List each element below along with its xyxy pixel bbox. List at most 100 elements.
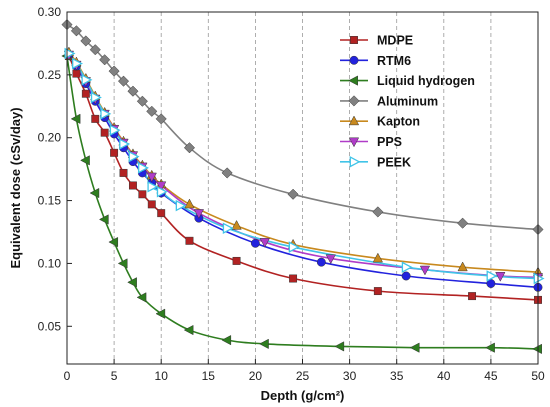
data-point-liquid-hydrogen (532, 343, 542, 355)
data-point-kapton (372, 252, 383, 263)
data-point-mdpe (128, 181, 137, 190)
x-tick-label: 0 (64, 369, 71, 383)
data-point-peek (100, 108, 112, 120)
x-tick-label: 10 (155, 369, 169, 383)
legend-marker-aluminum (348, 95, 360, 107)
data-point-aluminum (136, 95, 148, 107)
legend-marker-kapton (348, 115, 360, 126)
data-point-liquid-hydrogen (409, 342, 420, 353)
data-point-mdpe (157, 209, 166, 218)
data-point-pps (325, 254, 336, 265)
data-point-peek (109, 124, 121, 136)
data-point-rtm6 (250, 238, 260, 248)
data-point-aluminum (146, 105, 158, 117)
data-point-mdpe (373, 287, 382, 296)
data-point-aluminum (183, 142, 196, 154)
axis-ticks: 0 5 10 15 20 25 30 35 40 45 50 0.05 0.10 0.15 0.20 0.25… (38, 5, 545, 383)
data-point-liquid-hydrogen (70, 113, 81, 124)
data-point-liquid-hydrogen (98, 214, 109, 225)
data-point-rtm6 (401, 271, 411, 281)
data-point-liquid-hydrogen (259, 338, 269, 350)
data-point-mdpe (147, 200, 156, 209)
data-point-kapton (184, 198, 195, 209)
data-point-peek (175, 199, 187, 212)
legend-label-rtm6: RTM6 (377, 54, 411, 68)
data-point-mdpe (185, 236, 194, 245)
x-tick-label: 20 (249, 369, 263, 383)
legend-marker-pps (348, 137, 360, 148)
data-point-aluminum (457, 217, 469, 229)
legend-label-pps: PPS (377, 135, 402, 149)
x-tick-label: 45 (484, 369, 498, 383)
data-point-mdpe (232, 256, 241, 265)
data-point-peek (128, 150, 140, 163)
data-point-aluminum (117, 75, 130, 87)
y-tick-label: 0.20 (38, 131, 62, 145)
series-line-mdpe (68, 55, 539, 301)
data-point-aluminum (287, 188, 299, 200)
data-point-pps (419, 265, 431, 276)
data-point-peek (156, 185, 168, 198)
data-point-aluminum (221, 167, 233, 179)
data-point-liquid-hydrogen (117, 258, 128, 269)
data-point-liquid-hydrogen (183, 324, 194, 336)
legend-marker-rtm6 (349, 55, 359, 65)
data-point-aluminum (89, 44, 101, 56)
x-tick-label: 25 (296, 369, 310, 383)
data-point-mdpe (100, 128, 109, 137)
data-point-liquid-hydrogen (334, 341, 345, 352)
data-point-pps (495, 272, 506, 282)
data-point-aluminum (127, 85, 139, 97)
data-point-peek (401, 261, 413, 273)
legend-label-peek: PEEK (377, 155, 411, 169)
data-point-kapton (231, 219, 242, 230)
data-point-aluminum (108, 65, 120, 77)
data-point-liquid-hydrogen (221, 334, 232, 346)
data-point-mdpe (138, 190, 147, 199)
data-point-liquid-hydrogen (108, 236, 119, 248)
data-point-aluminum (99, 54, 111, 66)
y-tick-label: 0.30 (38, 5, 62, 19)
data-point-liquid-hydrogen (89, 187, 100, 199)
data-point-aluminum (80, 35, 92, 47)
x-tick-label: 50 (531, 369, 545, 383)
data-point-aluminum (372, 206, 384, 218)
data-point-pps (193, 209, 204, 219)
series-markers (61, 19, 545, 355)
data-point-aluminum (155, 113, 167, 125)
data-point-mdpe (119, 168, 128, 177)
data-point-peek (72, 57, 84, 70)
legend: MDPE RTM6 Liquid hydrogen Aluminum Kapton PPS… (340, 34, 475, 169)
legend-marker-peek (349, 156, 361, 168)
data-point-pps (259, 238, 270, 248)
data-point-aluminum (70, 25, 82, 37)
y-tick-label: 0.05 (38, 319, 62, 333)
x-tick-label: 35 (390, 369, 404, 383)
legend-label-mdpe: MDPE (377, 34, 413, 48)
data-point-pps (156, 181, 167, 192)
data-point-liquid-hydrogen (485, 342, 495, 353)
data-point-mdpe (72, 69, 81, 78)
data-point-kapton (457, 261, 468, 272)
y-tick-label: 0.25 (38, 68, 62, 82)
data-point-liquid-hydrogen (80, 155, 90, 166)
x-tick-label: 5 (111, 369, 118, 383)
data-point-liquid-hydrogen (127, 277, 137, 288)
data-point-rtm6 (316, 257, 326, 267)
data-point-peek (119, 138, 131, 150)
data-point-mdpe (289, 274, 298, 283)
data-point-peek (147, 180, 159, 193)
data-point-liquid-hydrogen (155, 308, 166, 319)
data-point-pps (146, 172, 157, 183)
data-point-peek (81, 74, 93, 86)
y-axis-title: Equivalent dose (cSv/day) (8, 107, 23, 268)
legend-label-kapton: Kapton (377, 115, 420, 129)
x-tick-label: 40 (437, 369, 451, 383)
x-tick-label: 30 (343, 369, 357, 383)
data-point-mdpe (91, 114, 100, 123)
data-point-mdpe (468, 292, 477, 301)
data-point-peek (138, 162, 149, 174)
data-point-mdpe (110, 148, 119, 157)
legend-marker-mdpe (350, 36, 358, 44)
